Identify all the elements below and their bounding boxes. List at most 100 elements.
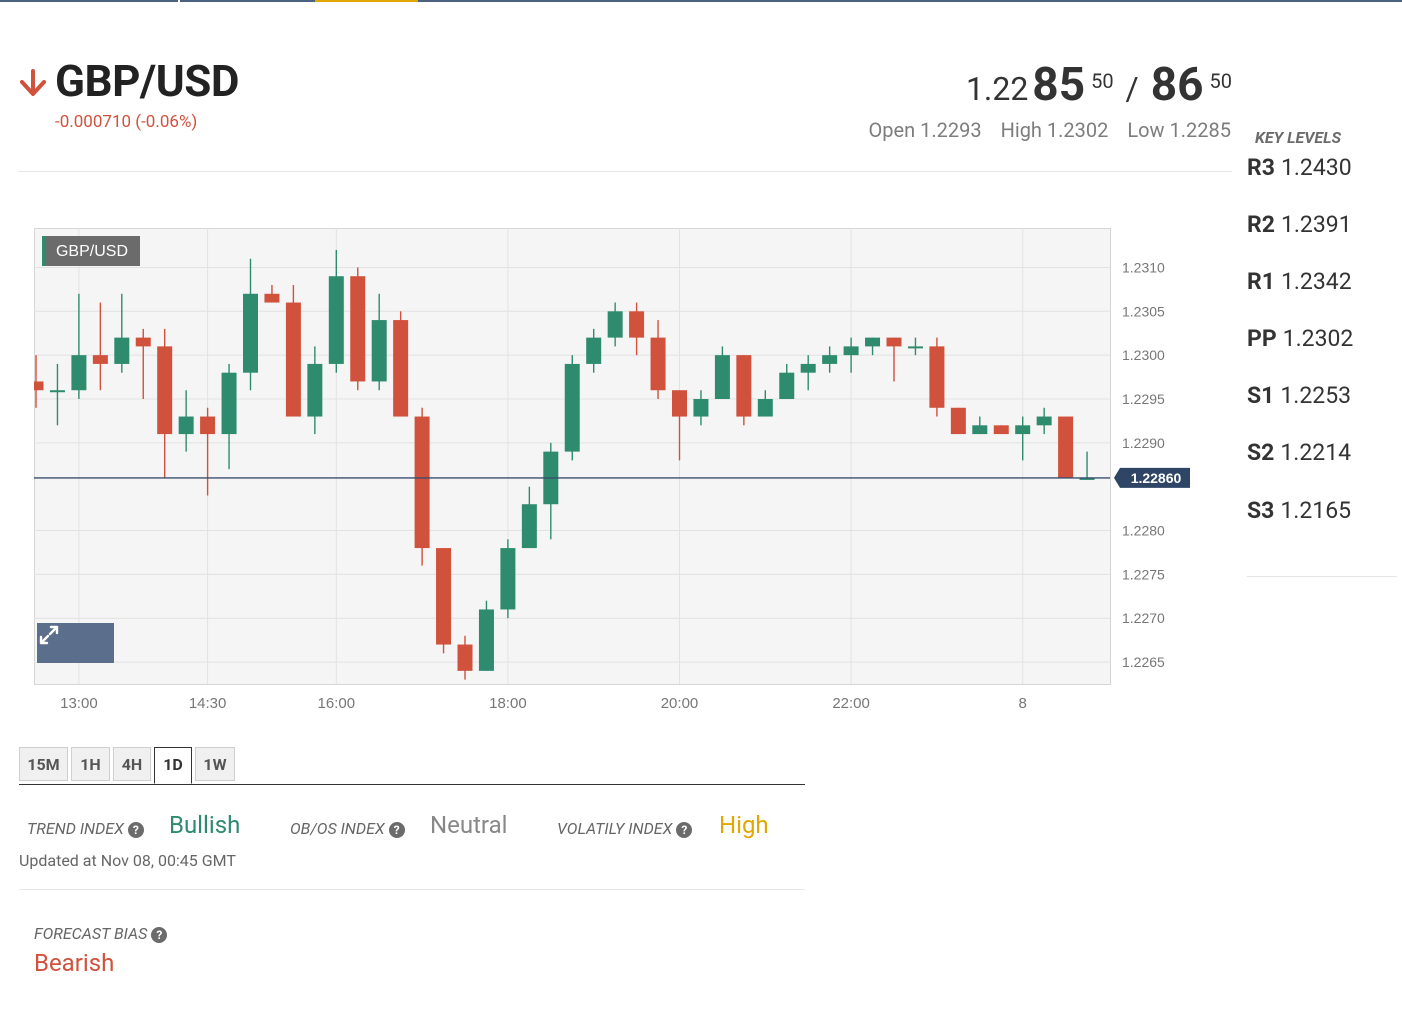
candlestick-chart[interactable]: 1.2310 1.2305 1.2300 1.2295 1.2290 1.2280 1.22… bbox=[34, 228, 1190, 718]
key-level-label: S1 bbox=[1247, 382, 1275, 409]
candle-body bbox=[243, 293, 258, 373]
ask-pip: 50 bbox=[1209, 68, 1232, 93]
question-circle-icon[interactable]: ? bbox=[127, 821, 144, 838]
candle-body bbox=[34, 381, 44, 391]
key-level-label: S3 bbox=[1247, 497, 1275, 524]
x-tick-label: 14:30 bbox=[189, 695, 227, 712]
key-level-s1: S1 1.2253 bbox=[1247, 382, 1351, 409]
candle-body bbox=[907, 346, 923, 349]
candle-body bbox=[693, 399, 709, 417]
key-level-s3: S3 1.2165 bbox=[1247, 497, 1351, 524]
key-levels-title: KEY LEVELS bbox=[1255, 128, 1342, 147]
current-price-label: 1.22860 bbox=[1131, 470, 1182, 486]
candle-body bbox=[393, 320, 409, 417]
current-price-tag bbox=[1114, 467, 1190, 488]
candle-body bbox=[1015, 425, 1031, 435]
volatility-index-text: VOLATILY INDEX bbox=[557, 819, 673, 838]
candle-body bbox=[114, 337, 130, 364]
bid-prefix: 1.22 bbox=[965, 70, 1029, 108]
pair-title: GBP/USD bbox=[55, 55, 239, 107]
y-tick-label: 1.2280 bbox=[1122, 523, 1165, 539]
volatility-index-value: High bbox=[719, 811, 769, 839]
legend-label: GBP/USD bbox=[56, 243, 128, 260]
tab-1h[interactable]: 1H bbox=[71, 747, 110, 781]
x-tick-label: 8 bbox=[1019, 695, 1027, 712]
candle-body bbox=[972, 425, 988, 435]
candle-body bbox=[779, 372, 795, 399]
candle-body bbox=[886, 337, 902, 347]
trend-index-label: TREND INDEX? bbox=[27, 819, 144, 838]
bid-pip: 50 bbox=[1091, 68, 1114, 93]
question-circle-icon[interactable]: ? bbox=[151, 926, 168, 943]
key-level-r1: R1 1.2342 bbox=[1247, 268, 1352, 295]
candle-body bbox=[800, 363, 816, 373]
x-tick-label: 16:00 bbox=[318, 695, 356, 712]
candle-body bbox=[1036, 416, 1052, 426]
tab-15m[interactable]: 15M bbox=[19, 747, 68, 781]
key-levels-divider bbox=[1247, 576, 1397, 577]
candle-body bbox=[564, 363, 580, 452]
question-circle-icon[interactable]: ? bbox=[388, 821, 405, 838]
key-level-value: 1.2391 bbox=[1280, 211, 1352, 238]
candle-body bbox=[865, 337, 881, 347]
candle-body bbox=[1058, 416, 1074, 478]
forecast-bias-value: Bearish bbox=[34, 949, 115, 977]
trend-index-text: TREND INDEX bbox=[27, 819, 124, 838]
candle-body bbox=[736, 355, 752, 417]
candle-body bbox=[436, 548, 452, 645]
updated-timestamp: Updated at Nov 08, 00:45 GMT bbox=[19, 851, 236, 870]
top-nav-bar bbox=[0, 0, 1402, 2]
candle-body bbox=[757, 399, 773, 417]
key-level-label: S2 bbox=[1247, 439, 1275, 466]
x-tick-label: 22:00 bbox=[832, 695, 870, 712]
price-chart[interactable]: 1.2310 1.2305 1.2300 1.2295 1.2290 1.2280 1.22… bbox=[34, 228, 1190, 718]
bid-big-figure: 85 bbox=[1032, 58, 1086, 112]
y-tick-label: 1.2275 bbox=[1122, 566, 1165, 582]
candle-body bbox=[1079, 477, 1095, 480]
expand-icon bbox=[39, 625, 59, 645]
bid-ask-price: 1.22 85 50 / 86 50 bbox=[966, 58, 1232, 112]
key-level-value: 1.2253 bbox=[1280, 382, 1352, 409]
candle-body bbox=[71, 355, 87, 391]
y-tick-label: 1.2270 bbox=[1122, 610, 1165, 626]
candle-body bbox=[92, 355, 108, 364]
tab-1w[interactable]: 1W bbox=[195, 747, 235, 781]
legend-chip bbox=[42, 236, 140, 266]
candle-body bbox=[478, 609, 494, 671]
forecast-bias-text: FORECAST BIAS bbox=[34, 924, 148, 943]
header-divider bbox=[18, 171, 1232, 172]
key-level-label: R3 bbox=[1247, 154, 1275, 181]
y-tick-label: 1.2265 bbox=[1122, 654, 1165, 670]
question-circle-icon[interactable]: ? bbox=[676, 821, 693, 838]
candle-body bbox=[371, 320, 387, 382]
trend-index-value: Bullish bbox=[169, 811, 241, 839]
indices-divider bbox=[19, 889, 805, 890]
key-levels-panel: KEY LEVELS R3 1.2430 R2 1.2391 R1 1.2342 PP… bbox=[1247, 128, 1353, 524]
key-level-label: R1 bbox=[1247, 268, 1275, 295]
y-tick-label: 1.2300 bbox=[1122, 347, 1165, 363]
tab-4h[interactable]: 4H bbox=[113, 747, 151, 781]
nav-divider bbox=[178, 0, 180, 2]
legend-swatch bbox=[42, 236, 45, 266]
candle-body bbox=[822, 355, 838, 364]
ask-big-figure: 86 bbox=[1150, 58, 1204, 112]
candle-body bbox=[328, 276, 344, 364]
open-value: Open 1.2293 bbox=[868, 118, 982, 142]
candle-body bbox=[950, 407, 966, 435]
expand-chart-button[interactable] bbox=[37, 623, 114, 663]
low-value: Low 1.2285 bbox=[1127, 118, 1231, 142]
candle-body bbox=[49, 390, 65, 393]
key-level-r2: R2 1.2391 bbox=[1247, 211, 1352, 238]
candle-body bbox=[157, 346, 173, 435]
obos-index-label: OB/OS INDEX? bbox=[290, 819, 405, 838]
price-separator: / bbox=[1125, 70, 1139, 108]
high-value: High 1.2302 bbox=[1000, 118, 1109, 142]
candle-body bbox=[350, 276, 366, 382]
tab-1d[interactable]: 1D bbox=[154, 747, 192, 784]
candle-body bbox=[714, 355, 730, 399]
candle-body bbox=[135, 337, 151, 347]
timeframe-tabs: 15M 1H 4H 1D 1W bbox=[19, 747, 805, 785]
candle-body bbox=[607, 311, 623, 338]
candle-body bbox=[929, 346, 945, 408]
key-level-s2: S2 1.2214 bbox=[1247, 439, 1351, 466]
